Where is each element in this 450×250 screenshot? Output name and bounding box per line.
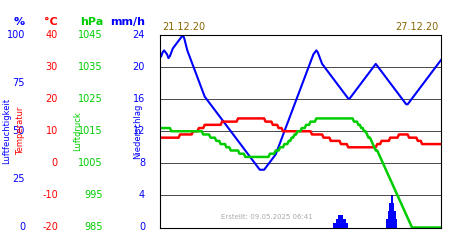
Bar [388, 212, 390, 228]
Text: -20: -20 [42, 222, 58, 232]
Text: 10: 10 [46, 126, 58, 136]
Bar [333, 224, 335, 228]
Text: 8: 8 [139, 158, 145, 168]
Text: 75: 75 [13, 78, 25, 88]
Text: Luftdruck: Luftdruck [73, 112, 82, 151]
Text: 50: 50 [13, 126, 25, 136]
Text: 985: 985 [85, 222, 103, 232]
Bar [391, 196, 393, 228]
Text: Niederschlag: Niederschlag [134, 104, 143, 159]
Text: 40: 40 [46, 30, 58, 40]
Text: mm/h: mm/h [110, 17, 145, 27]
Bar [386, 220, 388, 228]
Bar [342, 216, 343, 228]
Text: hPa: hPa [80, 17, 103, 27]
Text: 4: 4 [139, 190, 145, 200]
Text: 0: 0 [19, 222, 25, 232]
Text: 0: 0 [139, 222, 145, 232]
Text: 21.12.20: 21.12.20 [162, 22, 206, 32]
Bar [334, 224, 336, 228]
Text: Luftfeuchtigkeit: Luftfeuchtigkeit [3, 98, 12, 164]
Text: 100: 100 [7, 30, 25, 40]
Bar [392, 204, 394, 228]
Text: °C: °C [44, 17, 58, 27]
Text: 1035: 1035 [78, 62, 103, 72]
Bar [336, 220, 338, 228]
Bar [338, 216, 341, 228]
Text: 995: 995 [85, 190, 103, 200]
Text: 16: 16 [133, 94, 145, 104]
Bar [337, 220, 339, 228]
Text: Temperatur: Temperatur [17, 107, 26, 156]
Bar [394, 212, 396, 228]
Text: 1025: 1025 [78, 94, 103, 104]
Bar [389, 204, 392, 228]
Text: 20: 20 [45, 94, 58, 104]
Text: 0: 0 [52, 158, 58, 168]
Bar [346, 224, 348, 228]
Text: 12: 12 [133, 126, 145, 136]
Text: %: % [14, 17, 25, 27]
Text: 25: 25 [13, 174, 25, 184]
Text: 30: 30 [46, 62, 58, 72]
Text: 1015: 1015 [78, 126, 103, 136]
Bar [343, 220, 345, 228]
Text: 20: 20 [133, 62, 145, 72]
Bar [395, 220, 397, 228]
Text: 1045: 1045 [78, 30, 103, 40]
Text: 24: 24 [133, 30, 145, 40]
Bar [340, 216, 342, 228]
Text: Erstellt: 09.05.2025 06:41: Erstellt: 09.05.2025 06:41 [221, 214, 312, 220]
Text: -10: -10 [42, 190, 58, 200]
Text: 1005: 1005 [78, 158, 103, 168]
Text: 27.12.20: 27.12.20 [395, 22, 438, 32]
Bar [344, 220, 346, 228]
